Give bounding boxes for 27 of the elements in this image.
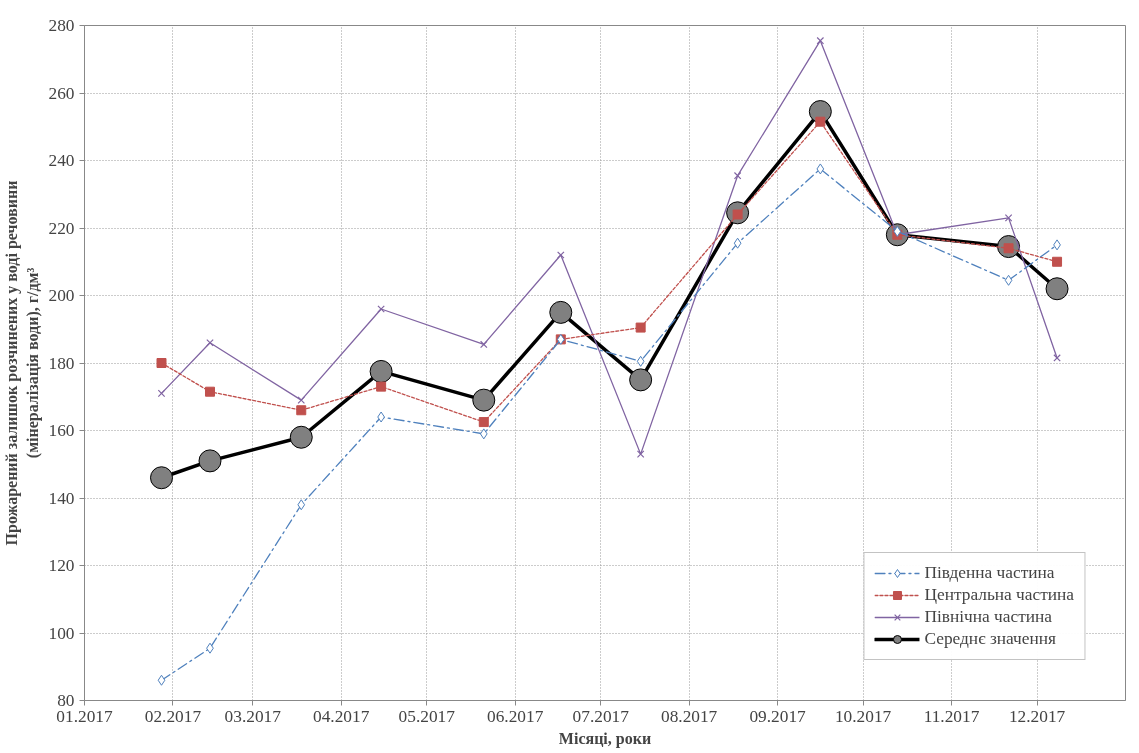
- x-axis-title: Місяці, роки: [558, 729, 652, 748]
- x-tick-label: 08.2017: [660, 706, 718, 726]
- x-tick-label: 07.2017: [572, 706, 630, 726]
- x-tick-label: 11.2017: [923, 706, 980, 726]
- y-tick-label: 180: [48, 353, 75, 373]
- y-tick-label: 240: [48, 151, 75, 170]
- y-tick-label: 200: [48, 286, 75, 305]
- y-tick-label: 220: [48, 218, 75, 238]
- x-tick-label: 02.2017: [144, 706, 202, 726]
- legend-label: Південна частина: [924, 563, 1055, 583]
- x-tick-label: 06.2017: [487, 706, 544, 726]
- x-tick-label: 12.2017: [1008, 706, 1066, 726]
- legend-label: Середнє значення: [924, 629, 1056, 649]
- x-tick-label: 05.2017: [398, 706, 456, 726]
- y-tick-label: 100: [48, 623, 75, 643]
- legend-label: Північна частина: [924, 607, 1052, 627]
- y-tick-label: 280: [48, 16, 75, 35]
- y-axis-title: Прожарений залишок розчинених у воді речовини (мінералізація води), г/дм³: [3, 180, 42, 546]
- x-tick-label: 03.2017: [224, 706, 282, 726]
- y-tick-label: 260: [48, 83, 75, 103]
- y-tick-label: 160: [48, 421, 75, 440]
- legend-label: Центральна частина: [924, 585, 1074, 605]
- x-tick-label: 04.2017: [313, 706, 370, 726]
- x-tick-label: 10.2017: [834, 706, 892, 726]
- x-tick-label: 09.2017: [749, 706, 807, 726]
- y-tick-label: 120: [48, 556, 75, 575]
- y-tick-label: 140: [48, 488, 75, 508]
